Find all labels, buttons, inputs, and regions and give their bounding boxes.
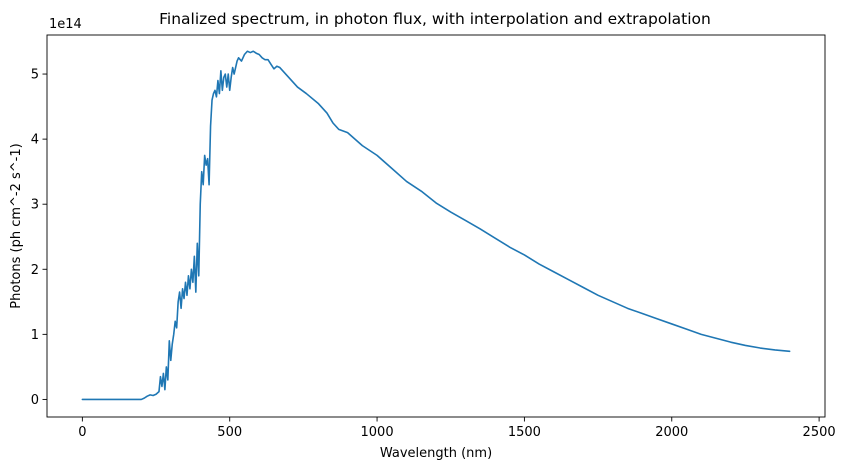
y-tick-label-5: 5 bbox=[31, 68, 39, 83]
y-tick-label-3: 3 bbox=[31, 198, 39, 213]
y-axis: 0 1 2 3 4 5 bbox=[31, 68, 47, 408]
plot-frame bbox=[46, 34, 826, 418]
y-tick-label-4: 4 bbox=[31, 133, 39, 148]
x-tick-label-3: 1500 bbox=[508, 425, 541, 440]
x-tick-label-1: 500 bbox=[217, 425, 242, 440]
chart-title: Finalized spectrum, in photon flux, with… bbox=[159, 10, 711, 28]
x-tick-label-2: 1000 bbox=[361, 425, 394, 440]
x-tick-label-0: 0 bbox=[78, 425, 86, 440]
y-offset-label: 1e14 bbox=[49, 17, 82, 32]
x-tick-label-5: 2500 bbox=[803, 425, 836, 440]
data-layer bbox=[81, 50, 791, 401]
x-axis: 0 500 1000 1500 2000 2500 bbox=[78, 417, 836, 440]
y-axis-label: Photons (ph cm^-2 s^-1) bbox=[9, 143, 24, 308]
y-tick-label-1: 1 bbox=[31, 328, 39, 343]
plot-area bbox=[46, 34, 826, 418]
series-line-0 bbox=[81, 50, 791, 401]
x-tick-label-4: 2000 bbox=[655, 425, 688, 440]
x-axis-label: Wavelength (nm) bbox=[380, 446, 492, 461]
y-tick-label-2: 2 bbox=[31, 263, 39, 278]
y-tick-label-0: 0 bbox=[31, 393, 39, 408]
